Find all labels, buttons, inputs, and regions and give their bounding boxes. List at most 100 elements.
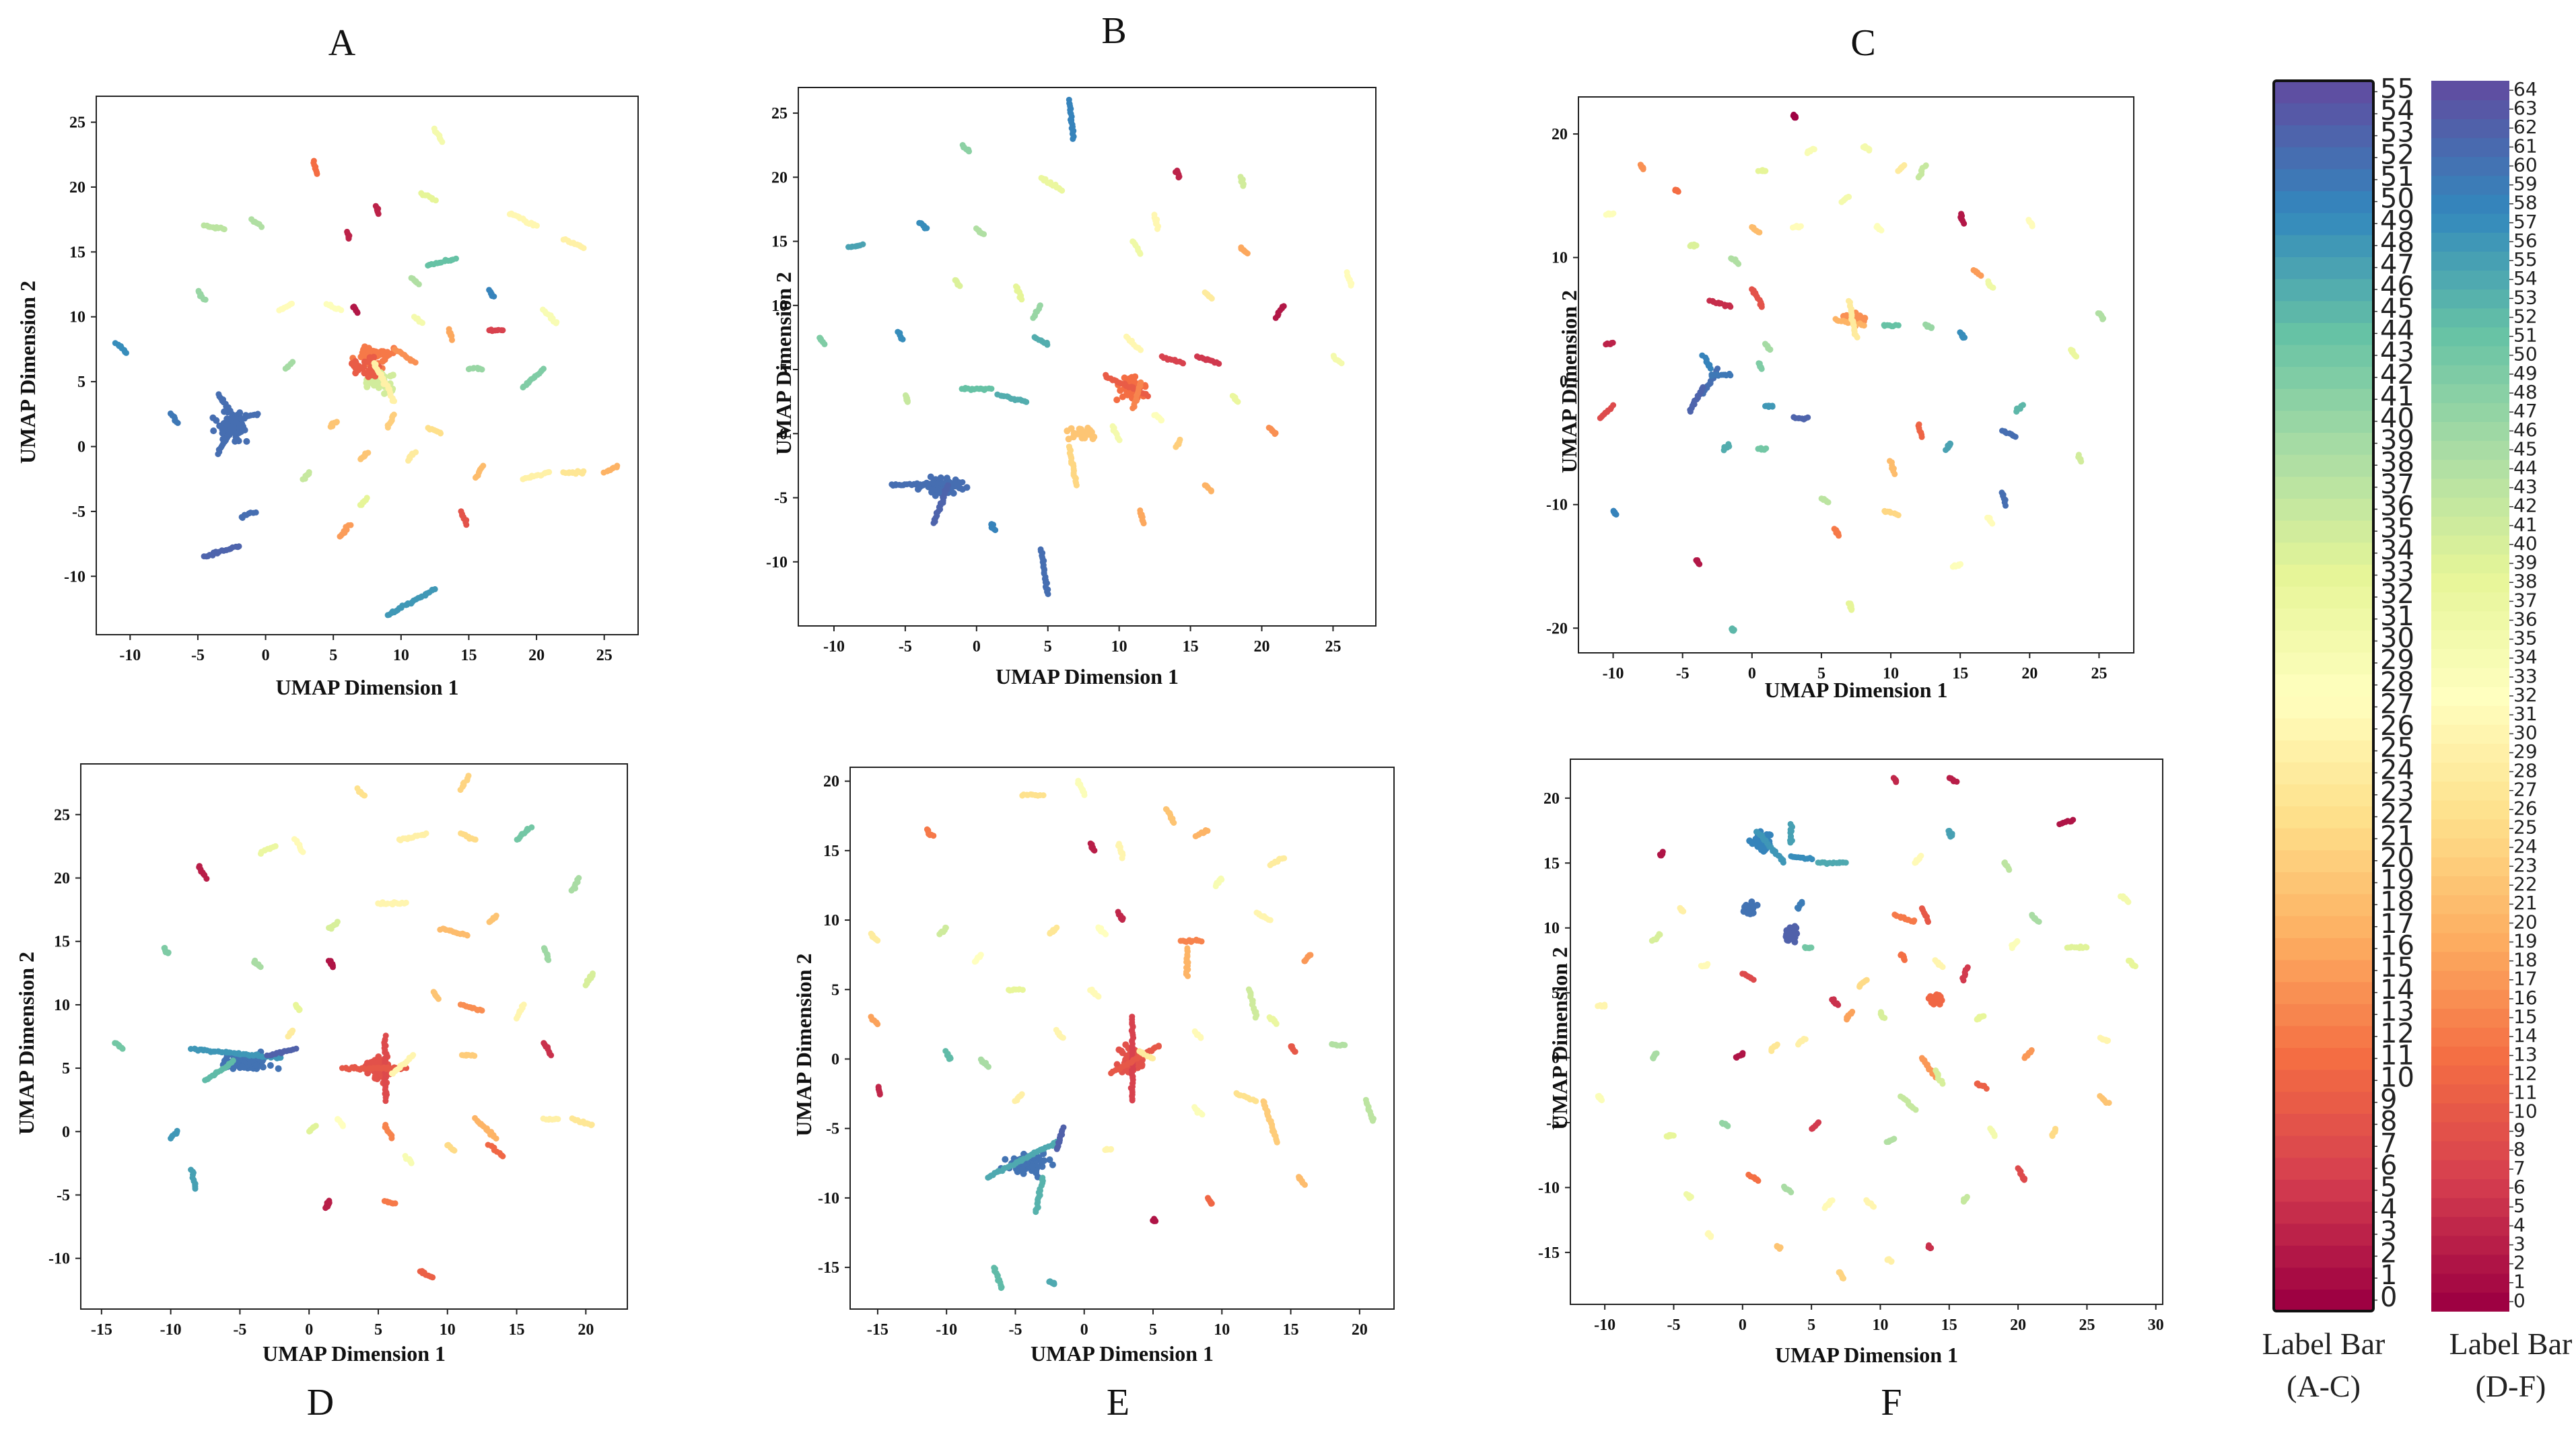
- cluster: [1753, 829, 1786, 866]
- point: [1947, 833, 1954, 840]
- cluster: [188, 1166, 199, 1192]
- colorbar-segment: [2274, 959, 2373, 983]
- cluster: [1637, 162, 1646, 172]
- colorbar-tick-label: 2: [2380, 1238, 2397, 1269]
- cluster: [1729, 625, 1737, 634]
- cluster: [1739, 971, 1757, 983]
- point: [479, 1007, 485, 1014]
- colorbar-tick-label: 43: [2380, 337, 2414, 368]
- point: [1218, 875, 1224, 882]
- colorbar-tick-label: 45: [2380, 293, 2414, 324]
- point: [312, 1123, 319, 1129]
- point: [338, 307, 345, 314]
- cluster: [1762, 341, 1774, 353]
- colorbar-segment: [2274, 542, 2373, 565]
- colorbar-segment: [2431, 724, 2509, 744]
- point: [2132, 963, 2138, 970]
- colorbar-segment: [2274, 1289, 2373, 1312]
- cluster: [1974, 1013, 1987, 1023]
- point: [246, 1058, 253, 1065]
- x-tick-label: -10: [1603, 665, 1624, 682]
- cluster: [1053, 1026, 1066, 1041]
- colorbar-segment: [2431, 1216, 2509, 1236]
- x-tick-label: 20: [2010, 1316, 2026, 1334]
- cluster: [1191, 1028, 1204, 1041]
- x-tick-label: 15: [1941, 1316, 1957, 1334]
- point: [1845, 193, 1852, 200]
- point: [947, 1055, 954, 1062]
- colorbar-segment: [2274, 740, 2373, 763]
- colorbar-tick-label: 23: [2513, 854, 2538, 876]
- x-tick-label: 0: [1739, 1316, 1747, 1334]
- scatter-points: [112, 773, 596, 1281]
- point: [1752, 835, 1760, 843]
- point: [874, 938, 881, 944]
- cluster: [916, 219, 930, 232]
- x-tick-label: 0: [262, 647, 270, 664]
- point: [202, 296, 209, 303]
- point: [1040, 792, 1047, 799]
- cluster: [1794, 899, 1805, 912]
- cluster: [540, 1115, 561, 1123]
- cluster: [875, 1084, 883, 1098]
- point: [1338, 360, 1345, 367]
- cluster: [2097, 1034, 2112, 1045]
- point: [1792, 114, 1799, 120]
- point: [1272, 429, 1279, 436]
- y-tick-label: 5: [62, 1060, 70, 1078]
- x-tick-label: -5: [191, 647, 205, 664]
- point: [1019, 987, 1026, 993]
- point: [1704, 960, 1711, 967]
- cluster: [1288, 1043, 1298, 1055]
- y-tick-label: -15: [818, 1259, 839, 1277]
- point: [1302, 1181, 1308, 1188]
- point: [1091, 847, 1098, 854]
- colorbar-segment: [2431, 970, 2509, 990]
- cluster: [1173, 436, 1183, 450]
- cluster: [540, 306, 560, 326]
- point: [354, 310, 361, 316]
- point: [1848, 606, 1855, 613]
- point: [1059, 187, 1066, 194]
- colorbar-tick-label: 50: [2513, 343, 2538, 365]
- cluster: [1595, 1092, 1605, 1104]
- point: [1280, 303, 1287, 310]
- colorbar-segment: [2431, 592, 2509, 612]
- point: [1177, 436, 1183, 443]
- colorbar-tick-label: 35: [2513, 627, 2538, 649]
- x-tick-label: -5: [899, 638, 912, 656]
- point: [1234, 398, 1241, 405]
- cluster: [520, 468, 553, 483]
- cluster: [1699, 352, 1714, 372]
- colorbar-tick-label: 48: [2380, 227, 2414, 258]
- colorbar-segment: [2274, 608, 2373, 631]
- colorbar-tick-label: 1: [2513, 1271, 2526, 1293]
- colorbar-tick-label: 42: [2380, 359, 2414, 390]
- cluster: [418, 190, 439, 204]
- cluster: [430, 989, 442, 1002]
- point: [1175, 174, 1182, 181]
- x-tick-label: 15: [1183, 638, 1199, 656]
- point: [380, 349, 387, 356]
- cluster: [357, 495, 370, 508]
- point: [1197, 1034, 1204, 1041]
- colorbar-segment: [2274, 938, 2373, 960]
- colorbar-tick-label: 29: [2380, 645, 2414, 676]
- point: [1842, 859, 1849, 866]
- x-tick-label: 20: [1254, 638, 1270, 656]
- x-tick-label: -10: [160, 1321, 182, 1339]
- cluster: [1804, 145, 1817, 156]
- colorbar-segment: [2274, 915, 2373, 938]
- colorbar-tick-label: 41: [2513, 514, 2538, 536]
- cluster: [1597, 402, 1617, 421]
- cluster: [375, 899, 409, 908]
- cluster: [391, 346, 419, 366]
- point: [1918, 853, 1924, 859]
- cluster: [1768, 1041, 1780, 1055]
- cluster: [1129, 238, 1144, 257]
- colorbar-segment: [2431, 1046, 2509, 1066]
- x-axis-title: UMAP Dimension 1: [263, 1341, 446, 1366]
- plot-area: [1578, 96, 2134, 654]
- point: [1693, 242, 1700, 249]
- cluster: [1987, 1125, 1998, 1139]
